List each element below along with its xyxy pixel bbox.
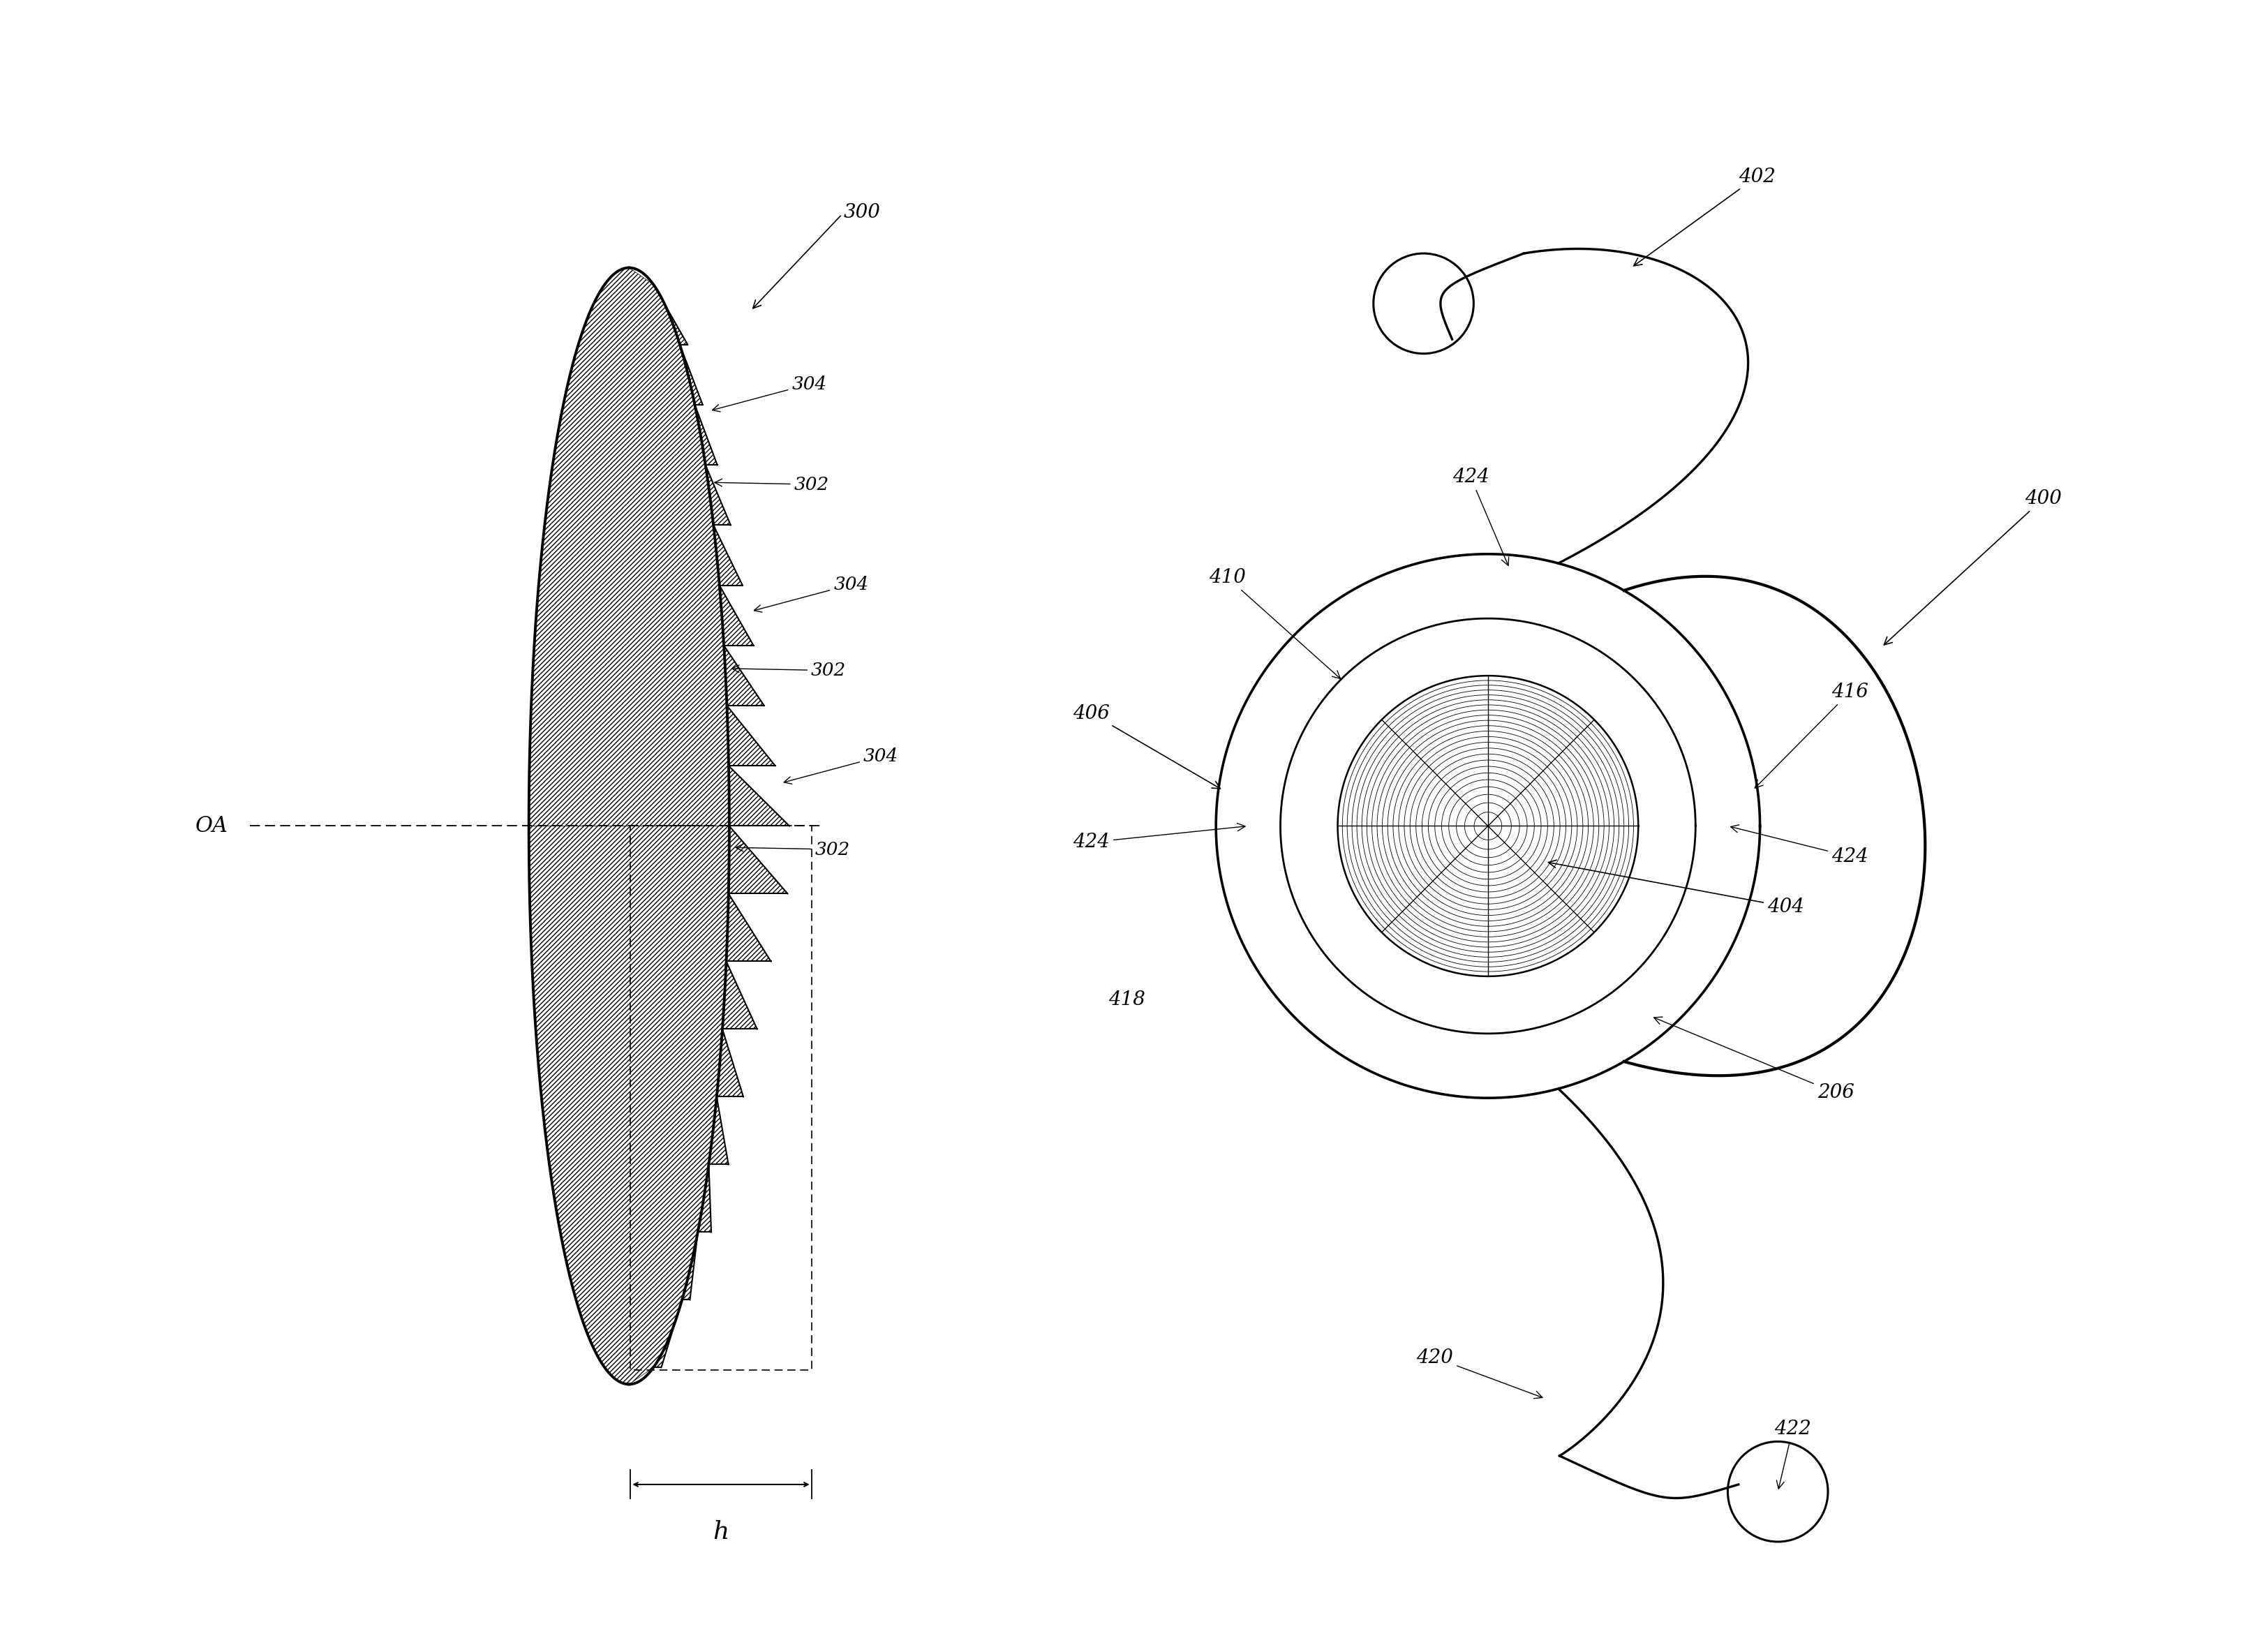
- Text: 424: 424: [1072, 823, 1246, 852]
- Text: 304: 304: [755, 577, 870, 613]
- Text: 410: 410: [1210, 568, 1341, 679]
- Text: 424: 424: [1453, 468, 1510, 565]
- Text: OA: OA: [196, 814, 228, 838]
- Text: 406: 406: [1072, 704, 1221, 788]
- Text: 300: 300: [753, 203, 881, 309]
- Text: 416: 416: [1755, 682, 1868, 788]
- Text: 404: 404: [1548, 861, 1805, 917]
- Text: 400: 400: [1884, 489, 2061, 644]
- Text: 304: 304: [784, 748, 899, 785]
- Text: 418: 418: [1108, 990, 1145, 1009]
- Text: 304: 304: [712, 375, 827, 411]
- Text: 302: 302: [732, 662, 847, 679]
- Text: 206: 206: [1654, 1018, 1854, 1102]
- Text: h: h: [712, 1520, 730, 1545]
- Text: 302: 302: [737, 841, 849, 857]
- Text: 420: 420: [1417, 1348, 1543, 1399]
- Text: 402: 402: [1633, 167, 1775, 266]
- Polygon shape: [529, 268, 789, 826]
- Polygon shape: [529, 826, 789, 1384]
- Text: 302: 302: [714, 476, 829, 492]
- Text: 422: 422: [1775, 1419, 1811, 1488]
- Text: 424: 424: [1730, 824, 1868, 866]
